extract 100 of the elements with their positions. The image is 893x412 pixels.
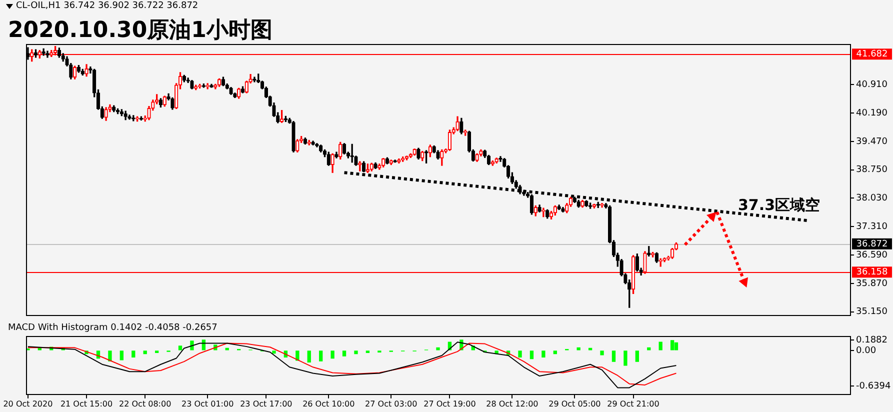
bar: [576, 347, 580, 350]
bar: [225, 348, 229, 350]
bar: [307, 350, 311, 362]
x-tick-label: 29 Oct 21:00: [607, 399, 660, 408]
candlestick: [475, 153, 479, 162]
y-tick-label: 0.1882: [856, 335, 888, 346]
bar: [190, 340, 194, 350]
candlestick: [374, 162, 378, 169]
x-tick-label: 21 Oct 15:00: [60, 399, 113, 408]
candlestick: [393, 160, 397, 163]
bar: [120, 350, 124, 360]
bar: [670, 340, 674, 350]
candlestick: [490, 160, 495, 166]
candlestick: [553, 205, 557, 216]
x-tick-label: 29 Oct 05:00: [548, 399, 601, 408]
candlestick: [170, 97, 174, 110]
bar: [600, 350, 604, 356]
x-tick-label: 28 Oct 12:00: [486, 399, 538, 408]
candlestick: [252, 76, 256, 82]
candlestick: [42, 48, 46, 56]
y-tick-label: 40.910: [856, 80, 888, 90]
candlestick: [456, 116, 460, 132]
y-tick-label: 38.030: [856, 194, 888, 204]
candlestick: [210, 84, 214, 88]
x-tick-label: 22 Oct 08:00: [119, 399, 172, 408]
candlestick: [542, 208, 546, 218]
bar: [436, 347, 440, 350]
x-tick-label: 23 Oct 01:00: [182, 399, 234, 408]
bar: [647, 347, 651, 350]
y-tick-label: 39.470: [856, 136, 888, 147]
candlestick: [217, 78, 222, 87]
candlestick: [584, 200, 588, 207]
candlestick: [592, 204, 596, 208]
candlestick: [330, 153, 334, 173]
y-tick-label: -0.6394: [856, 381, 892, 392]
bar: [588, 348, 592, 350]
y-tick-label: 35.150: [856, 307, 888, 318]
candlestick: [292, 120, 296, 152]
candlestick: [229, 87, 233, 95]
candlestick: [158, 98, 163, 108]
x-tick-label: 23 Oct 17:00: [240, 399, 292, 408]
candlestick: [370, 162, 374, 172]
candlestick: [654, 252, 659, 263]
x-tick-label: 27 Oct 03:00: [365, 399, 418, 408]
bar: [530, 350, 534, 360]
candlestick: [420, 150, 424, 162]
bar: [518, 350, 522, 358]
candlestick: [46, 50, 50, 58]
candlestick: [494, 158, 498, 164]
y-tick-label: 35.870: [856, 278, 888, 289]
candlestick: [124, 110, 128, 120]
bar: [178, 346, 182, 350]
candlestick: [190, 80, 194, 90]
chart-title: 2020.10.30原油1小时图: [8, 17, 272, 45]
candlestick: [104, 107, 108, 121]
candlestick: [635, 254, 639, 272]
bar: [542, 350, 546, 358]
ref-line-label: 36.872: [856, 239, 888, 250]
bar: [624, 350, 628, 366]
candlestick: [366, 164, 370, 173]
ref-line-label: 36.158: [856, 267, 888, 278]
candlestick: [84, 64, 88, 77]
y-tick-label: 38.750: [856, 165, 888, 176]
candlestick: [576, 200, 580, 208]
bar: [658, 342, 662, 350]
y-tick-label: 36.590: [856, 250, 888, 260]
candlestick: [128, 114, 132, 120]
candlestick: [412, 148, 416, 156]
candlestick: [132, 115, 136, 122]
candlestick: [162, 96, 166, 107]
bar: [319, 350, 323, 362]
y-tick-label: 0.00: [856, 346, 876, 356]
candlestick: [561, 206, 565, 212]
y-tick-label: 37.310: [856, 222, 888, 232]
candlestick: [397, 158, 401, 164]
candlestick: [428, 144, 432, 158]
bar: [354, 350, 358, 354]
bar: [330, 350, 334, 359]
candlestick: [135, 116, 140, 122]
candlestick: [80, 68, 84, 76]
y-tick-label: 40.190: [856, 108, 888, 118]
candlestick: [116, 108, 120, 114]
candlestick: [326, 152, 330, 166]
candlestick: [580, 200, 584, 208]
bar: [366, 350, 370, 354]
text: CL-OIL,H1 36.742 36.902 36.722 36.872: [16, 1, 198, 11]
annotation: 37.3区域空: [738, 196, 820, 215]
candlestick: [240, 86, 245, 94]
bar: [553, 350, 557, 354]
candlestick: [237, 88, 241, 99]
candlestick: [588, 202, 592, 209]
candlestick: [381, 158, 386, 168]
candlestick: [538, 204, 542, 212]
candlestick: [303, 138, 308, 145]
candlestick: [557, 204, 561, 210]
chart-title: MACD With Histogram 0.1402 -0.4058 -0.2657: [8, 323, 218, 333]
bar: [612, 350, 616, 362]
bar: [154, 350, 159, 354]
candlestick: [311, 140, 315, 146]
candlestick: [440, 149, 444, 166]
